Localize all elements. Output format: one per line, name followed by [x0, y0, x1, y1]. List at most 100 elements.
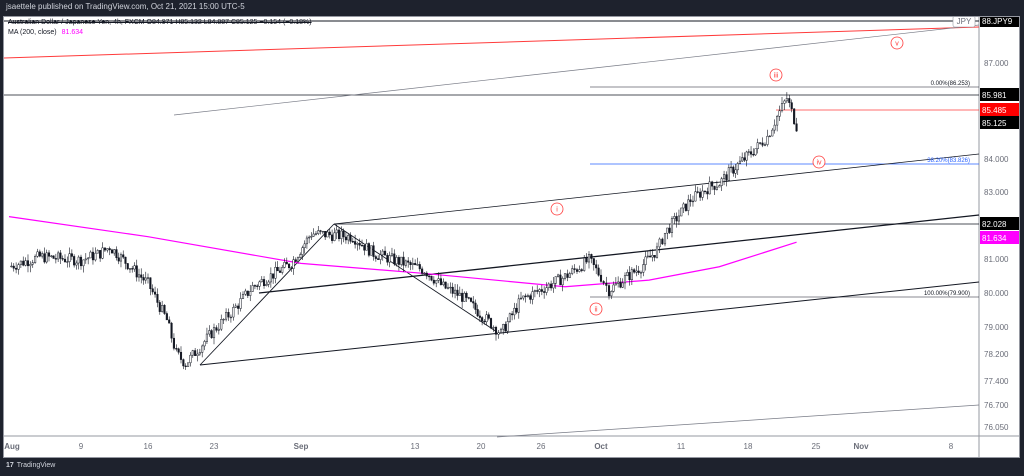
candle-body: [561, 278, 564, 286]
candle-body: [234, 305, 237, 308]
candle-body: [788, 98, 791, 103]
candle-body: [278, 270, 282, 273]
y-tick-label: 77.400: [984, 377, 1009, 386]
candle-body: [411, 263, 414, 265]
candle-body: [43, 253, 46, 263]
candle-body: [554, 276, 557, 284]
price-label: 85.981: [982, 91, 1007, 100]
candle-body: [595, 264, 598, 269]
candle-body: [763, 144, 767, 146]
candle-body: [354, 241, 357, 245]
candle-body: [68, 253, 71, 262]
x-tick-label: 9: [79, 442, 84, 451]
y-tick-label: 79.000: [984, 323, 1009, 332]
candle-body: [637, 270, 640, 273]
wave-line-1: [199, 223, 335, 366]
candle-body: [52, 255, 55, 259]
candle-body: [283, 262, 286, 268]
candle-body: [328, 231, 331, 236]
candle-body: [249, 291, 252, 296]
price-label-bg: [980, 217, 1019, 230]
wave-line-2: [333, 223, 498, 333]
candle-body: [17, 264, 20, 270]
candle-body: [435, 280, 438, 284]
candle-body: [545, 287, 548, 293]
candle-body: [344, 236, 347, 241]
candle-body: [351, 241, 354, 243]
candle-body: [732, 166, 735, 174]
candle-body: [285, 262, 288, 265]
candle-body: [416, 264, 419, 266]
candle-body: [602, 281, 605, 284]
candle-body: [575, 269, 579, 272]
candle-body: [377, 258, 380, 260]
candle-body: [34, 256, 37, 263]
candle-body: [50, 255, 53, 257]
candle-body: [639, 272, 643, 274]
candle-body: [761, 142, 764, 146]
candle-body: [142, 277, 145, 281]
candle-body: [326, 231, 329, 238]
candle-body: [258, 281, 261, 287]
candle-body: [590, 254, 593, 259]
candle-body: [428, 275, 431, 278]
candle-body: [314, 233, 318, 235]
candle-body: [133, 265, 136, 270]
candle-body: [485, 314, 488, 323]
y-tick-label: 80.000: [984, 289, 1009, 298]
candle-body: [469, 297, 473, 302]
candle-body: [687, 199, 690, 211]
candle-body: [472, 301, 475, 304]
candle-body: [730, 166, 733, 169]
x-tick-label: 11: [677, 442, 686, 451]
channel-upper: [333, 153, 980, 225]
candle-body: [635, 270, 638, 273]
candle-body: [655, 246, 659, 258]
candle-body: [87, 257, 90, 260]
candle-body: [400, 256, 403, 265]
candle-body: [253, 285, 256, 287]
candle-body: [260, 279, 263, 283]
candle-body: [649, 255, 652, 258]
price-label: 88.JPY9: [982, 17, 1013, 26]
candle-body: [347, 235, 350, 241]
candle-body: [290, 267, 293, 269]
candle-body: [547, 283, 550, 288]
price-chart[interactable]: 87.000 84.000 83.000 81.000 80.000 79.000 78.2…: [4, 17, 1019, 457]
candle-body: [358, 243, 361, 246]
candle-body: [45, 252, 48, 263]
candle-body: [386, 254, 389, 263]
candle-body: [110, 249, 114, 254]
candle-body: [239, 298, 242, 309]
candle-body: [96, 250, 99, 254]
candle-body: [497, 332, 500, 335]
chart-panel[interactable]: 87.000 84.000 83.000 81.000 80.000 79.000 78.2…: [3, 16, 1020, 458]
candle-body: [294, 259, 297, 262]
x-tick-label: 18: [744, 442, 753, 451]
candle-body: [439, 278, 442, 285]
candle-body: [566, 273, 569, 278]
candle-body: [31, 262, 34, 265]
candle-body: [91, 251, 95, 261]
candle-body: [682, 203, 685, 209]
candle-body: [305, 237, 308, 245]
candle-body: [12, 265, 15, 269]
candle-body: [421, 268, 424, 274]
candle-body: [699, 191, 702, 198]
publish-header: jsaettele published on TradingView.com, …: [6, 2, 245, 11]
candle-body: [752, 153, 755, 156]
candle-body: [607, 285, 611, 297]
candle-body: [276, 266, 279, 272]
candle-body: [140, 274, 143, 278]
x-tick-label: 13: [411, 442, 420, 451]
candle-body: [156, 294, 159, 303]
candle-body: [106, 248, 109, 251]
candle-body: [128, 268, 132, 270]
candle-body: [633, 269, 636, 273]
candle-body: [22, 260, 25, 266]
candle-body: [208, 330, 211, 335]
candle-body: [723, 174, 726, 179]
candle-body: [191, 350, 194, 356]
candle-body: [557, 274, 560, 277]
channel-lower: [199, 281, 980, 366]
